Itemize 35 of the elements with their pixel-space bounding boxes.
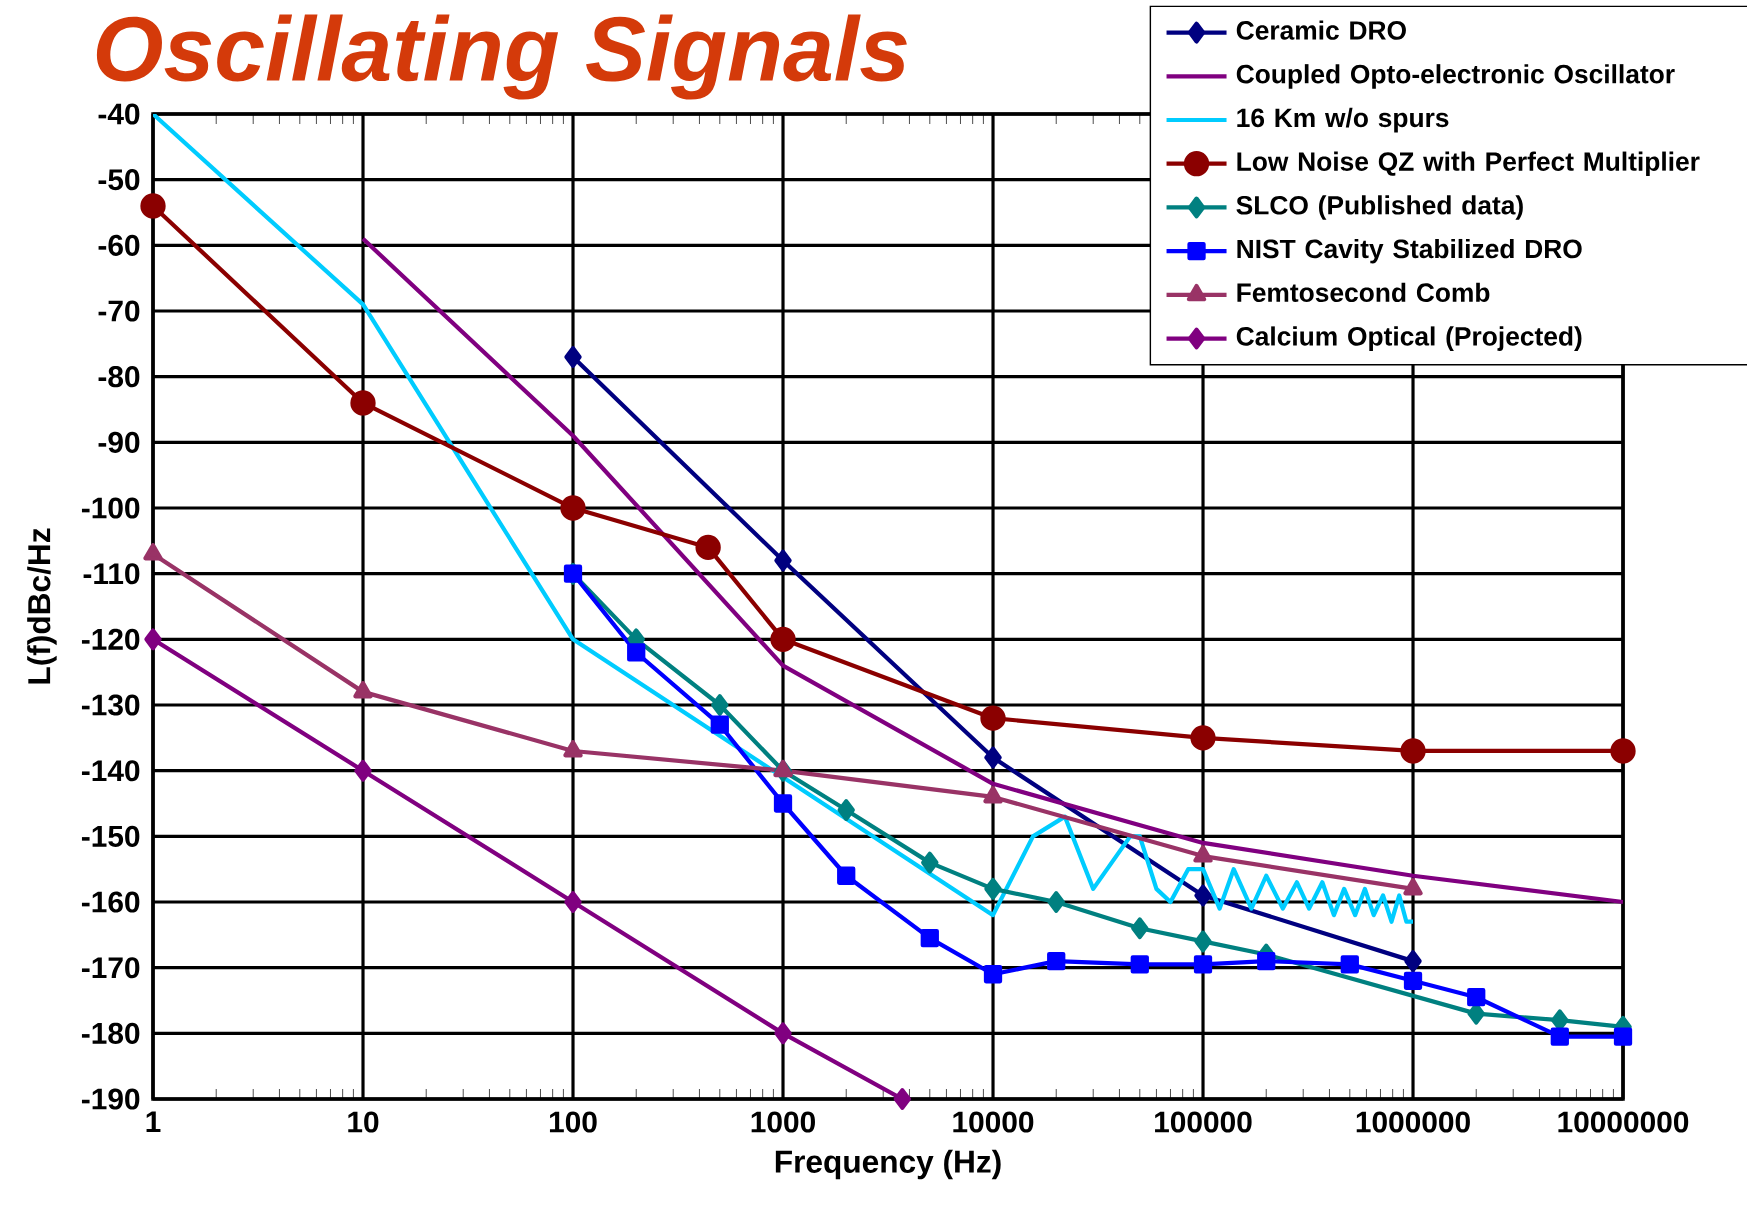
y-tick-label: -110 <box>83 563 140 585</box>
y-tick-label: -150 <box>81 825 140 847</box>
y-tick-label: -100 <box>81 497 140 519</box>
x-tick-label: 10000000 <box>1558 1111 1689 1133</box>
y-tick-label: -130 <box>81 694 140 716</box>
chart-title: Oscillating Signals <box>96 14 907 100</box>
legend-label: Low Noise QZ with Perfect Multiplier <box>1237 151 1700 177</box>
y-tick-label: -160 <box>81 891 140 913</box>
y-tick-label: -40 <box>98 103 140 125</box>
legend-label: Coupled Opto-electronic Oscillator <box>1236 64 1675 89</box>
x-axis-title: Frequency (Hz) <box>775 1149 1001 1180</box>
x-tick-label: 10000 <box>953 1111 1034 1133</box>
legend-label: Calcium Optical (Projected) <box>1236 326 1582 351</box>
y-tick-label: -140 <box>81 760 140 782</box>
y-tick-label: -90 <box>98 431 140 453</box>
x-tick-label: 1000000 <box>1356 1111 1470 1133</box>
x-tick-label: 1 <box>146 1111 161 1132</box>
x-tick-label: 1000 <box>751 1111 815 1133</box>
x-tick-label: 10 <box>348 1111 379 1133</box>
y-tick-label: -170 <box>81 957 140 979</box>
y-tick-label: -180 <box>81 1022 140 1044</box>
y-tick-label: -80 <box>98 366 140 388</box>
y-axis-title: L(f)dBc/Hz <box>27 528 57 684</box>
x-tick-label: 100 <box>549 1111 597 1133</box>
y-tick-label: -60 <box>98 234 140 256</box>
x-tick-label: 100000 <box>1155 1111 1252 1133</box>
legend-label: 16 Km w/o spurs <box>1237 107 1449 133</box>
y-tick-label: -70 <box>98 300 140 322</box>
legend-label: NIST Cavity Stabilized DRO <box>1237 238 1582 264</box>
legend-label: Ceramic DRO <box>1236 20 1406 40</box>
legend-label: SLCO (Published data) <box>1236 195 1523 220</box>
y-tick-label: -120 <box>81 628 140 650</box>
y-tick-label: -50 <box>98 169 140 191</box>
y-tick-label: -190 <box>81 1088 140 1110</box>
legend-label: Femtosecond Comb <box>1237 282 1490 303</box>
